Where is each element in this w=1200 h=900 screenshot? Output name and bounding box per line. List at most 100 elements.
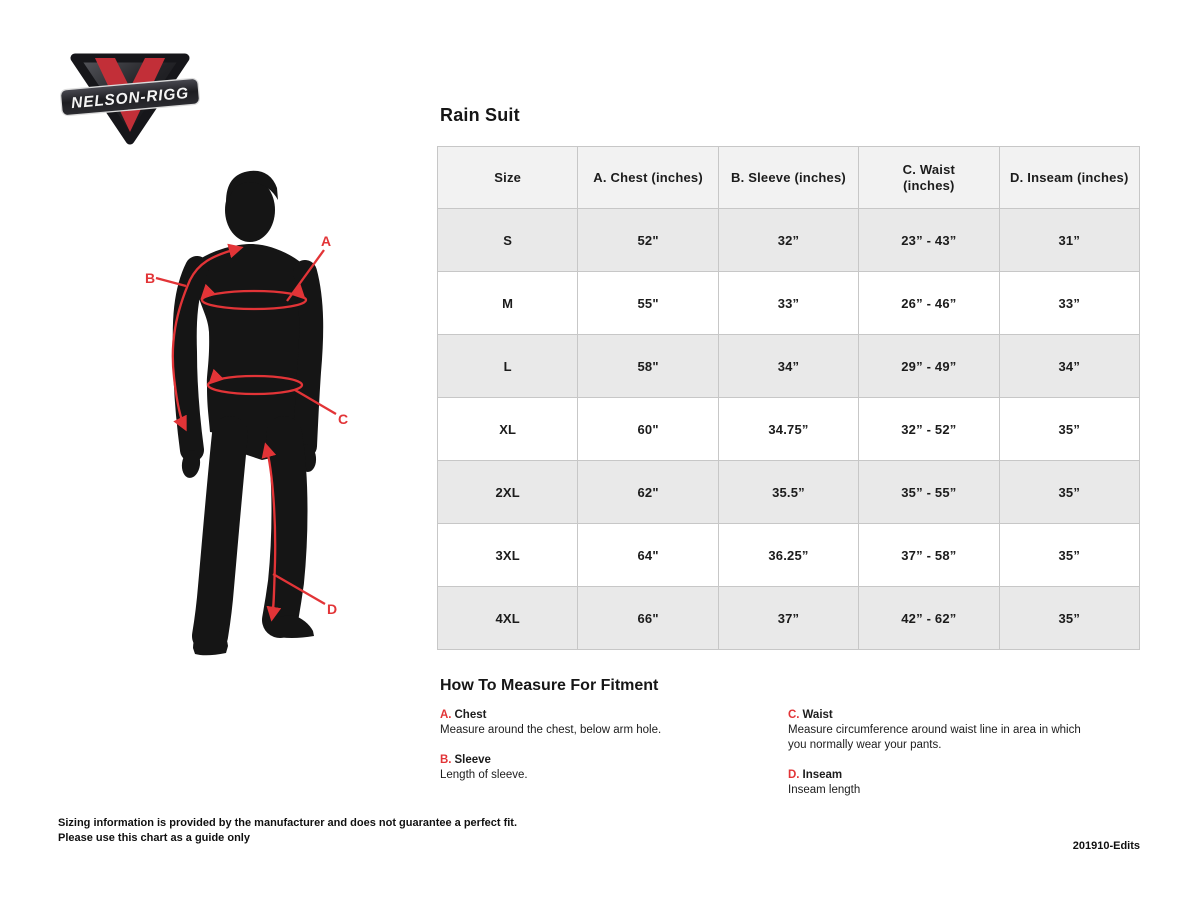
inseam-measure-line bbox=[261, 442, 282, 622]
cell-chest: 55" bbox=[577, 271, 719, 335]
male-silhouette bbox=[172, 170, 324, 656]
document-reference: 201910-Edits bbox=[1072, 840, 1140, 852]
cell-chest: 52" bbox=[577, 208, 719, 272]
cell-inseam: 35” bbox=[998, 586, 1141, 650]
chest-measure-ellipse bbox=[200, 289, 308, 311]
silhouette-hair bbox=[226, 170, 278, 206]
waist-arrow-left bbox=[208, 368, 225, 385]
measure-letter-d: D. bbox=[788, 769, 800, 781]
cell-sleeve: 35.5” bbox=[717, 460, 860, 524]
cell-size: 2XL bbox=[436, 460, 579, 524]
col-header-size: Size bbox=[436, 146, 579, 209]
cell-size: L bbox=[436, 334, 579, 398]
col-header-waist: C. Waist (inches) bbox=[858, 146, 1000, 209]
measure-name-inseam: Inseam bbox=[802, 769, 843, 781]
cell-sleeve: 32” bbox=[717, 208, 860, 272]
col-header-inseam: D. Inseam (inches) bbox=[998, 146, 1141, 209]
nelson-rigg-logo: NELSON-RIGG bbox=[58, 46, 202, 150]
silhouette-right-foot bbox=[265, 615, 314, 638]
silhouette-left-foot bbox=[193, 631, 228, 656]
cell-inseam: 35” bbox=[998, 397, 1141, 461]
cell-waist: 42” - 62” bbox=[858, 586, 1000, 650]
table-row-xl: XL 60" 34.75” 32” - 52” 35” bbox=[436, 397, 1141, 461]
cell-inseam: 34” bbox=[998, 334, 1141, 398]
silhouette-left-hand bbox=[181, 450, 201, 478]
cell-sleeve: 34.75” bbox=[717, 397, 860, 461]
cell-waist: 37” - 58” bbox=[858, 523, 1000, 587]
table-row-4xl: 4XL 66" 37” 42” - 62” 35” bbox=[436, 586, 1141, 650]
cell-sleeve: 36.25” bbox=[717, 523, 860, 587]
cell-chest: 66" bbox=[577, 586, 719, 650]
silhouette-right-arm bbox=[293, 260, 324, 458]
table-header-row: Size A. Chest (inches) B. Sleeve (inches… bbox=[436, 146, 1141, 209]
figure-label-b: B bbox=[145, 270, 155, 286]
cell-chest: 62" bbox=[577, 460, 719, 524]
cell-inseam: 35” bbox=[998, 523, 1141, 587]
measure-letter-b: B. bbox=[440, 754, 452, 766]
body-measurement-figure: A B C D bbox=[140, 162, 375, 667]
chest-leader-line bbox=[286, 249, 325, 302]
logo-banner bbox=[59, 77, 201, 117]
measure-desc-chest: Measure around the chest, below arm hole… bbox=[440, 724, 662, 736]
sleeve-measure-line bbox=[171, 243, 244, 432]
cell-sleeve: 33” bbox=[717, 271, 860, 335]
how-to-measure-heading: How To Measure For Fitment bbox=[440, 677, 659, 694]
sizing-disclaimer: Sizing information is provided by the ma… bbox=[58, 816, 517, 846]
cell-inseam: 33” bbox=[998, 271, 1141, 335]
col-header-sleeve: B. Sleeve (inches) bbox=[717, 146, 860, 209]
measure-letter-a: A. bbox=[440, 709, 452, 721]
measure-desc-inseam: Inseam length bbox=[788, 784, 861, 796]
cell-sleeve: 34” bbox=[717, 334, 860, 398]
cell-size: XL bbox=[436, 397, 579, 461]
table-row-2xl: 2XL 62" 35.5” 35” - 55” 35” bbox=[436, 460, 1141, 524]
cell-inseam: 31” bbox=[998, 208, 1141, 272]
silhouette-right-leg bbox=[262, 416, 308, 638]
cell-chest: 60" bbox=[577, 397, 719, 461]
measure-item-sleeve: B. Sleeve Length of sleeve. bbox=[440, 753, 788, 783]
figure-label-c: C bbox=[338, 411, 348, 427]
table-row-l: L 58" 34” 29” - 49” 34” bbox=[436, 334, 1141, 398]
logo-graphic: NELSON-RIGG bbox=[59, 53, 201, 145]
cell-size: S bbox=[436, 208, 579, 272]
waist-leader-line bbox=[294, 389, 337, 415]
cell-waist: 32” - 52” bbox=[858, 397, 1000, 461]
measure-item-chest: A. Chest Measure around the chest, below … bbox=[440, 708, 788, 738]
silhouette-left-leg bbox=[192, 416, 248, 654]
cell-size: 4XL bbox=[436, 586, 579, 650]
figure-graphic: A B C D bbox=[145, 170, 348, 656]
cell-chest: 58" bbox=[577, 334, 719, 398]
table-row-3xl: 3XL 64" 36.25” 37” - 58” 35” bbox=[436, 523, 1141, 587]
cell-inseam: 35” bbox=[998, 460, 1141, 524]
figure-label-d: D bbox=[327, 601, 337, 617]
silhouette-left-arm bbox=[172, 256, 209, 462]
waist-measure-ellipse bbox=[206, 374, 304, 396]
measure-item-waist: C. Waist Measure circumference around wai… bbox=[788, 708, 1142, 753]
page-title: Rain Suit bbox=[440, 105, 520, 125]
figure-label-a: A bbox=[321, 233, 331, 249]
cell-size: 3XL bbox=[436, 523, 579, 587]
measure-letter-c: C. bbox=[788, 709, 800, 721]
cell-waist: 23” - 43” bbox=[858, 208, 1000, 272]
measure-item-inseam: D. Inseam Inseam length bbox=[788, 768, 1142, 798]
measure-desc-waist: Measure circumference around waist line … bbox=[788, 724, 1081, 751]
table-row-s: S 52" 32” 23” - 43” 31” bbox=[436, 208, 1141, 272]
disclaimer-line-1: Sizing information is provided by the ma… bbox=[58, 817, 518, 829]
cell-size: M bbox=[436, 271, 579, 335]
disclaimer-line-2: Please use this chart as a guide only bbox=[58, 832, 250, 844]
how-to-measure-section: How To Measure For Fitment A. Chest Measu… bbox=[440, 677, 1142, 813]
table-row-m: M 55" 33” 26” - 46” 33” bbox=[436, 271, 1141, 335]
cell-waist: 26” - 46” bbox=[858, 271, 1000, 335]
chest-arrow-left bbox=[200, 283, 217, 300]
sleeve-leader-line bbox=[155, 276, 187, 288]
inseam-leader-line bbox=[272, 573, 326, 605]
measure-name-chest: Chest bbox=[454, 709, 487, 721]
cell-sleeve: 37” bbox=[717, 586, 860, 650]
size-chart-table: Size A. Chest (inches) B. Sleeve (inches… bbox=[436, 146, 1141, 650]
measure-desc-sleeve: Length of sleeve. bbox=[440, 769, 528, 781]
col-header-chest: A. Chest (inches) bbox=[577, 146, 719, 209]
cell-chest: 64" bbox=[577, 523, 719, 587]
cell-waist: 35” - 55” bbox=[858, 460, 1000, 524]
measure-name-sleeve: Sleeve bbox=[454, 754, 491, 766]
measure-name-waist: Waist bbox=[802, 709, 833, 721]
cell-waist: 29” - 49” bbox=[858, 334, 1000, 398]
